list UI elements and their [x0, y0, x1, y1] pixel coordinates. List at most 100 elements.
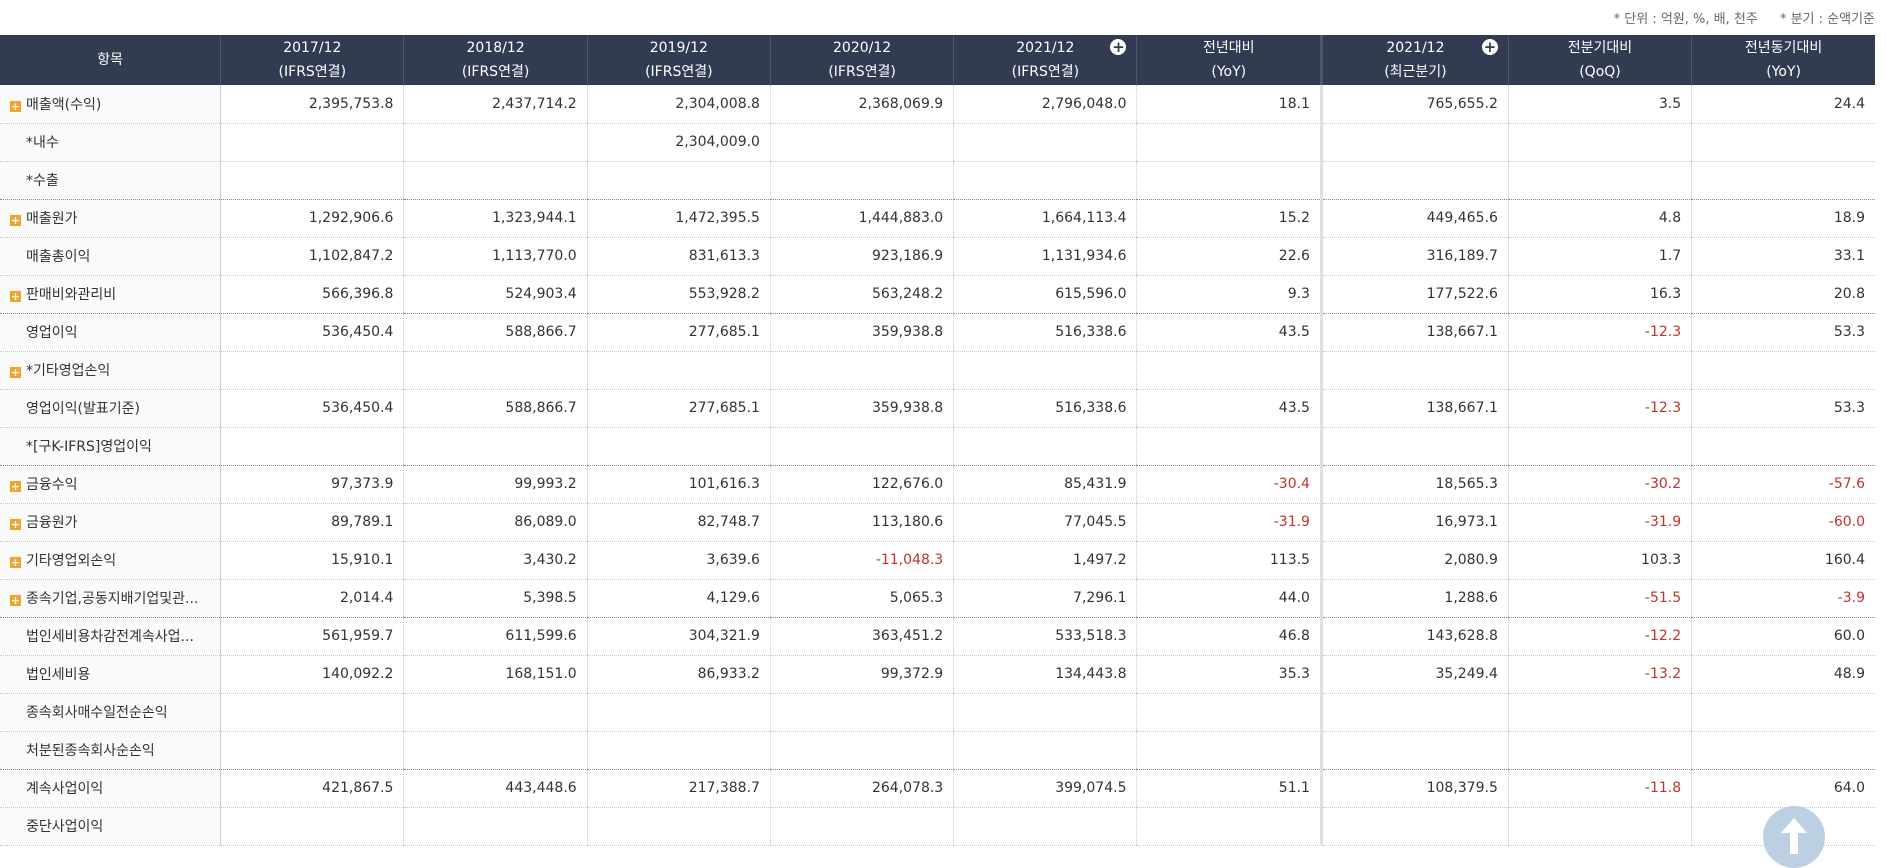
value-cell [769, 427, 954, 466]
value-cell [769, 693, 954, 732]
value-cell: -51.5 [1507, 579, 1692, 618]
value-cell [403, 807, 588, 846]
value-cell [220, 427, 404, 466]
value-cell [403, 693, 588, 732]
row-label-cell[interactable]: + *기타영업손익 [0, 351, 222, 390]
value-cell [403, 161, 588, 200]
value-cell: 20.8 [1691, 275, 1875, 314]
value-cell: 443,448.6 [403, 769, 588, 808]
value-cell [1507, 161, 1692, 200]
value-cell [586, 161, 771, 200]
table-body: + 매출액(수익) 2,395,753.8 2,437,714.2 2,304,008.… [0, 85, 1875, 846]
value-cell: 89,789.1 [220, 503, 404, 542]
value-cell [953, 693, 1137, 732]
value-cell: 4.8 [1507, 199, 1692, 238]
value-cell: 5,398.5 [403, 579, 588, 618]
value-cell [1136, 351, 1322, 390]
row-label-cell[interactable]: + 매출원가 [0, 199, 222, 238]
plus-circle-icon[interactable]: + [1481, 38, 1498, 56]
plus-square-icon[interactable]: + [10, 594, 21, 607]
value-cell [953, 123, 1137, 162]
row-label-cell[interactable]: + 기타영업외손익 [0, 541, 222, 580]
value-cell: 2,437,714.2 [403, 85, 588, 124]
value-cell: -31.9 [1136, 503, 1322, 542]
plus-square-icon[interactable]: + [10, 290, 21, 303]
value-cell: 304,321.9 [586, 617, 771, 656]
row-label-cell[interactable]: + 금융원가 [0, 503, 222, 542]
value-cell: 86,089.0 [403, 503, 588, 542]
table-row: 중단사업이익 [0, 807, 1875, 846]
header-col-period: 2018/12 [466, 40, 525, 56]
value-cell: 2,368,069.9 [769, 85, 954, 124]
value-cell: 53.3 [1691, 313, 1875, 352]
value-cell: 1,323,944.1 [403, 199, 588, 238]
plus-square-icon[interactable]: + [10, 480, 21, 493]
value-cell: 563,248.2 [769, 275, 954, 314]
value-cell: 15.2 [1136, 199, 1322, 238]
value-cell: 160.4 [1691, 541, 1875, 580]
row-label-cell[interactable]: + 판매비와관리비 [0, 275, 222, 314]
header-col-basis: (IFRS연결) [645, 64, 713, 80]
row-label: 기타영업외손익 [26, 553, 117, 569]
table-row: 매출총이익 1,102,847.2 1,113,770.0 831,613.3 923,… [0, 237, 1875, 276]
value-cell [1319, 123, 1509, 162]
value-cell: 16,973.1 [1319, 503, 1509, 542]
header-col-5: 전년대비 (YoY) [1136, 35, 1322, 85]
value-cell [1691, 731, 1875, 770]
value-cell: 1,664,113.4 [953, 199, 1137, 238]
value-cell [1319, 427, 1509, 466]
value-cell: 765,655.2 [1319, 85, 1509, 124]
value-cell [1691, 351, 1875, 390]
row-label: 금융원가 [26, 515, 78, 531]
row-label: 중단사업이익 [26, 819, 104, 835]
header-col-1: 2018/12 (IFRS연결) [403, 35, 588, 85]
header-col-period: 2021/12 [1386, 40, 1445, 56]
row-label-cell: 매출총이익 [0, 237, 222, 276]
value-cell: 138,667.1 [1319, 313, 1509, 352]
value-cell: -13.2 [1507, 655, 1692, 694]
header-col-basis: (IFRS연결) [461, 64, 530, 80]
value-cell: 553,928.2 [586, 275, 771, 314]
row-label-cell: 계속사업이익 [0, 769, 222, 808]
plus-square-icon[interactable]: + [10, 99, 21, 113]
value-cell [1507, 427, 1692, 466]
value-cell: 85,431.9 [953, 465, 1137, 504]
value-cell: 1,288.6 [1319, 579, 1509, 618]
value-cell: 421,867.5 [220, 769, 404, 808]
header-col-period: 2017/12 [283, 40, 342, 56]
scroll-top-button[interactable] [1763, 806, 1825, 868]
plus-square-icon[interactable]: + [10, 518, 21, 531]
row-label: 종속회사매수일전순손익 [26, 705, 168, 721]
value-cell [769, 161, 954, 200]
value-cell [586, 351, 771, 390]
value-cell [220, 161, 404, 200]
row-label-cell[interactable]: + 종속기업,공동지배기업및관... [0, 579, 222, 618]
value-cell [1507, 731, 1692, 770]
value-cell [769, 731, 954, 770]
plus-square-icon[interactable]: + [10, 556, 21, 569]
value-cell: 1,102,847.2 [220, 237, 404, 276]
row-label: 영업이익 [26, 325, 78, 341]
value-cell: 399,074.5 [953, 769, 1137, 808]
plus-square-icon[interactable]: + [10, 214, 21, 227]
header-col-2: 2019/12 (IFRS연결) [586, 35, 771, 85]
value-cell: 46.8 [1136, 617, 1322, 656]
header-col-basis: (최근분기) [1384, 64, 1447, 80]
value-cell: 588,866.7 [403, 389, 588, 428]
value-cell [1507, 807, 1692, 846]
value-cell: -60.0 [1691, 503, 1875, 542]
plus-square-icon[interactable]: + [10, 366, 21, 379]
value-cell [1136, 123, 1322, 162]
row-label: *수출 [26, 173, 59, 189]
value-cell: 359,938.8 [769, 313, 954, 352]
plus-circle-icon[interactable]: + [1110, 38, 1127, 56]
row-label-cell: 법인세비용차감전계속사업... [0, 617, 222, 656]
row-label-cell[interactable]: + 매출액(수익) [0, 85, 222, 124]
value-cell [586, 693, 771, 732]
value-cell [1319, 693, 1509, 732]
row-label-cell[interactable]: + 금융수익 [0, 465, 222, 504]
header-col-7: 전분기대비 (QoQ) [1507, 35, 1692, 85]
row-label-cell: 영업이익 [0, 313, 222, 352]
header-col-4: 2021/12 (IFRS연결) + [953, 35, 1137, 85]
value-cell: 5,065.3 [769, 579, 954, 618]
